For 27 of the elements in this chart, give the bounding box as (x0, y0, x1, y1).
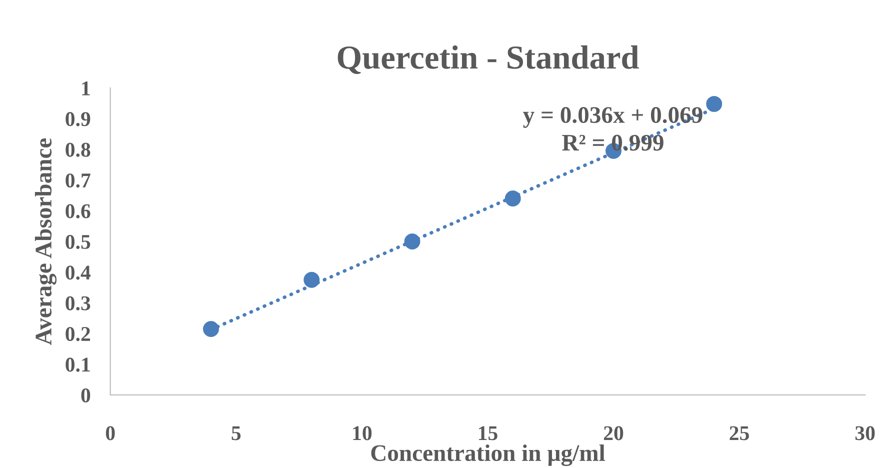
x-tick-label: 5 (232, 426, 241, 440)
point (706, 96, 722, 112)
point (304, 272, 320, 288)
y-tick-label: 1 (82, 81, 90, 96)
y-tick-label: 0 (81, 388, 90, 402)
y-tick-label: 0.4 (66, 266, 91, 280)
y-tick-label: 0.6 (66, 204, 90, 218)
y-tick-label: 0.5 (66, 234, 90, 250)
x-tick-label: 15 (478, 426, 498, 440)
x-tick-label: 10 (353, 426, 372, 440)
x-tick-label: 0 (106, 426, 115, 440)
point (504, 190, 521, 206)
x-tick-label: 30 (855, 426, 875, 440)
y-tick-label: 0.2 (66, 326, 90, 342)
x-tick-label: 20 (604, 426, 624, 440)
y-axis-title: Average Absorbance (34, 138, 57, 345)
y-tick-label: 0.7 (66, 173, 90, 188)
x-tick-label: 25 (730, 426, 749, 440)
y-tick-label: 0.8 (66, 142, 90, 157)
y-tick-label: 0.3 (66, 296, 90, 310)
y-tick-label: 0.1 (66, 358, 90, 372)
chart-title: Quercetin - Standard (338, 45, 639, 74)
x-axis-title: Concentration in µg/ml (371, 444, 605, 466)
y-tick-label: 0.9 (66, 112, 90, 126)
annotation: y = 0.036x + 0.069 (523, 107, 702, 128)
point (404, 234, 420, 250)
point (203, 321, 219, 337)
